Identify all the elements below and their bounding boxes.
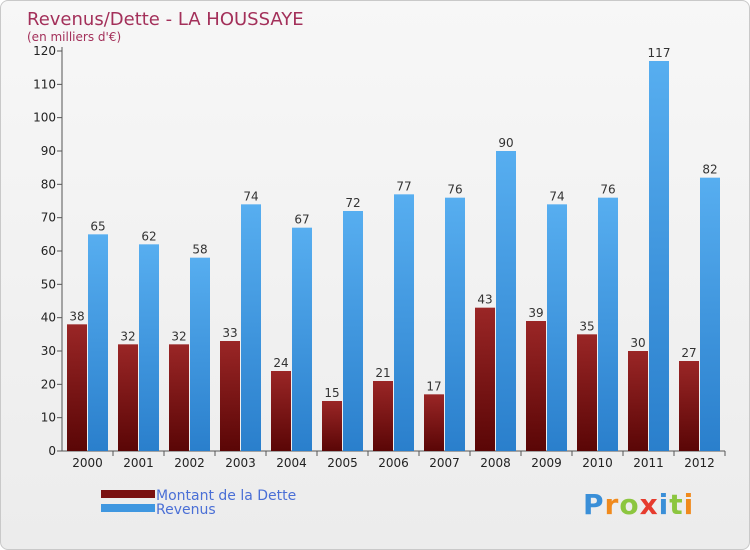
value-label: 30 xyxy=(630,336,645,350)
logo-letter: o xyxy=(619,488,640,521)
x-tick-label: 2009 xyxy=(531,456,562,470)
y-tick-label: 70 xyxy=(41,211,56,225)
x-tick-label: 2008 xyxy=(480,456,511,470)
value-label: 76 xyxy=(600,183,615,197)
y-tick-label: 90 xyxy=(41,144,56,158)
value-label: 58 xyxy=(192,243,207,257)
y-tick-label: 20 xyxy=(41,377,56,391)
revenue-bar xyxy=(649,61,669,451)
value-label: 43 xyxy=(477,293,492,307)
value-label: 67 xyxy=(294,213,309,227)
revenue-bar xyxy=(88,234,108,451)
logo-letter: r xyxy=(604,488,620,521)
debt-bar xyxy=(577,334,597,451)
value-label: 62 xyxy=(141,229,156,243)
x-tick-label: 2006 xyxy=(378,456,409,470)
x-tick-label: 2003 xyxy=(225,456,256,470)
revenue-bar xyxy=(445,197,465,451)
value-label: 77 xyxy=(396,179,411,193)
debt-bar xyxy=(526,321,546,451)
x-tick-label: 2007 xyxy=(429,456,460,470)
debt-bar xyxy=(475,307,495,451)
revenue-bar xyxy=(292,227,312,451)
x-tick-label: 2010 xyxy=(582,456,613,470)
logo-letter: P xyxy=(583,488,605,521)
value-label: 35 xyxy=(579,319,594,333)
value-label: 32 xyxy=(120,329,135,343)
value-label: 76 xyxy=(447,183,462,197)
chart-title: Revenus/Dette - LA HOUSSAYE xyxy=(27,9,304,30)
logo-letter: i xyxy=(658,488,670,521)
revenue-bar xyxy=(394,194,414,452)
debt-bar xyxy=(373,381,393,451)
value-label: 32 xyxy=(171,329,186,343)
debt-bar xyxy=(679,361,699,451)
y-tick-label: 110 xyxy=(33,77,56,91)
value-label: 74 xyxy=(243,189,258,203)
x-tick-label: 2000 xyxy=(72,456,103,470)
x-tick-label: 2002 xyxy=(174,456,205,470)
revenue-bar xyxy=(700,177,720,451)
y-tick-label: 100 xyxy=(33,111,56,125)
revenue-bar xyxy=(496,151,516,451)
y-tick-label: 60 xyxy=(41,244,56,258)
value-label: 17 xyxy=(426,379,441,393)
value-label: 15 xyxy=(324,386,339,400)
x-tick-label: 2005 xyxy=(327,456,358,470)
value-label: 33 xyxy=(222,326,237,340)
chart-subtitle: (en milliers d'€) xyxy=(27,30,121,44)
logo-letter: i xyxy=(683,488,695,521)
revenue-bar xyxy=(241,204,261,451)
revenue-bar xyxy=(139,244,159,451)
x-axis: 2000 2001 2002 2003 2004 2005 2006 2007 2008 2009… xyxy=(62,450,726,470)
x-tick-label: 2001 xyxy=(123,456,154,470)
logo-letter: x xyxy=(639,488,659,521)
debt-bar xyxy=(322,401,342,451)
x-tick-label: 2004 xyxy=(276,456,307,470)
debt-bar xyxy=(169,344,189,451)
value-label: 65 xyxy=(90,219,105,233)
logo-letter: t xyxy=(669,488,684,521)
y-tick-label: 10 xyxy=(41,411,56,425)
y-tick-label: 120 xyxy=(33,44,56,58)
debt-bar xyxy=(271,371,291,451)
y-tick-label: 40 xyxy=(41,311,56,325)
value-label: 39 xyxy=(528,306,543,320)
debt-bar xyxy=(628,351,648,451)
revenue-bar xyxy=(598,197,618,451)
y-tick-label: 80 xyxy=(41,177,56,191)
debt-bar xyxy=(424,394,444,451)
value-label: 72 xyxy=(345,196,360,210)
debt-bar xyxy=(67,324,87,451)
value-label: 24 xyxy=(273,356,288,370)
revenue-bar xyxy=(343,211,363,451)
bars-group: 38 65 32 62 32 58 33 74 24 67 15 72 21 77 17 76 43 90 39 74… xyxy=(67,46,720,452)
value-label: 27 xyxy=(681,346,696,360)
debt-bar xyxy=(118,344,138,451)
proxiti-logo: Proxiti xyxy=(583,488,694,521)
revenue-bar xyxy=(547,204,567,451)
value-label: 90 xyxy=(498,136,513,150)
revenue-bar xyxy=(190,257,210,451)
value-label: 74 xyxy=(549,189,564,203)
y-axis: 0 10 20 30 40 50 60 70 80 90 100 110 120 xyxy=(33,44,63,458)
value-label: 38 xyxy=(69,309,84,323)
y-tick-label: 30 xyxy=(41,344,56,358)
legend-swatch xyxy=(101,504,155,512)
value-label: 117 xyxy=(648,46,671,60)
debt-bar xyxy=(220,341,240,451)
x-tick-label: 2012 xyxy=(684,456,715,470)
y-tick-label: 0 xyxy=(48,444,56,458)
legend-label: Revenus xyxy=(156,502,216,518)
value-label: 21 xyxy=(375,366,390,380)
legend-swatch xyxy=(101,490,155,498)
x-tick-label: 2011 xyxy=(633,456,664,470)
legend-label: Montant de la Dette xyxy=(156,488,296,504)
y-tick-label: 50 xyxy=(41,277,56,291)
value-label: 82 xyxy=(702,163,717,177)
